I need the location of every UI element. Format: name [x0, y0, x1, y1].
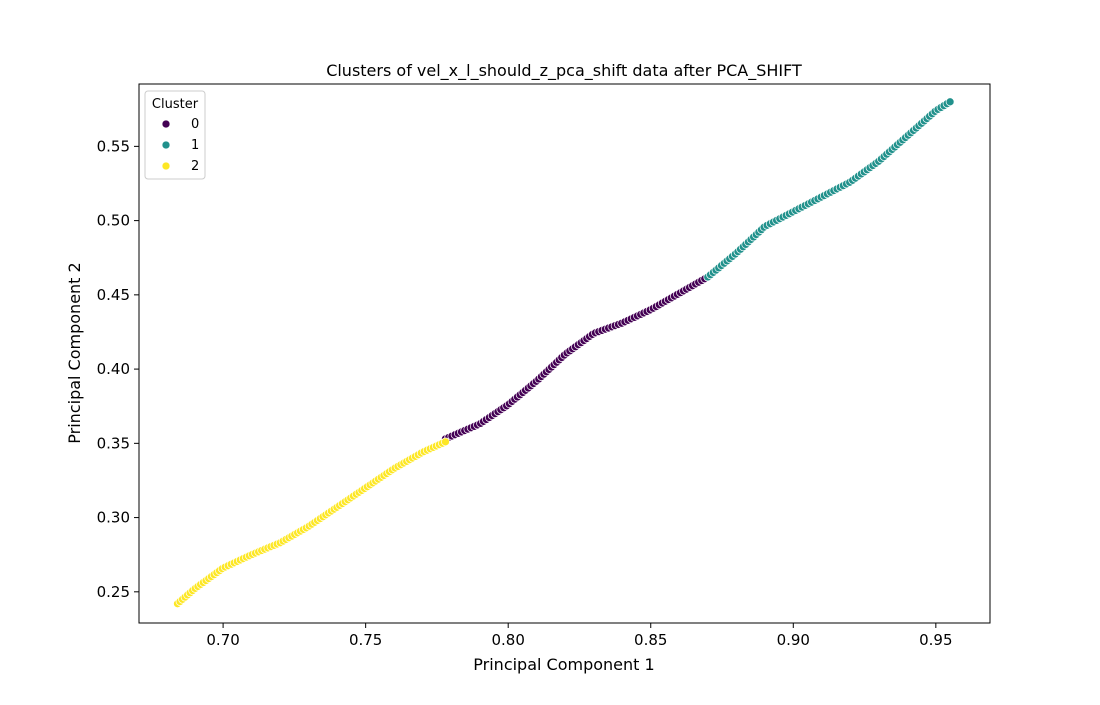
y-tick-label: 0.55: [97, 137, 130, 155]
y-tick-label: 0.25: [97, 583, 130, 601]
legend-marker-2: [161, 161, 171, 171]
legend-title: Cluster: [152, 97, 199, 112]
y-tick-label: 0.50: [97, 212, 130, 230]
points-layer: [173, 97, 955, 609]
y-tick-label: 0.30: [97, 509, 130, 527]
y-tick-label: 0.45: [97, 286, 130, 304]
y-tick-label: 0.35: [97, 434, 130, 452]
data-point-cluster-2: [441, 437, 450, 447]
data-point-cluster-1: [945, 97, 955, 107]
legend-label-1: 1: [191, 138, 199, 153]
chart-title: Clusters of vel_x_l_should_z_pca_shift d…: [326, 61, 802, 81]
x-axis-label: Principal Component 1: [473, 655, 654, 674]
x-tick-label: 0.80: [491, 631, 524, 649]
plot-frame: [138, 83, 991, 624]
x-tick-label: 0.95: [919, 631, 952, 649]
x-tick-label: 0.70: [206, 631, 239, 649]
legend: Cluster 0 1 2: [144, 90, 206, 180]
legend-label-2: 2: [191, 159, 199, 174]
legend-marker-1: [161, 140, 171, 150]
legend-label-0: 0: [191, 117, 199, 132]
legend-marker-0: [161, 119, 171, 129]
y-tick-label: 0.40: [97, 360, 130, 378]
x-tick-label: 0.85: [634, 631, 667, 649]
y-axis-label: Principal Component 2: [65, 262, 84, 443]
x-tick-label: 0.90: [777, 631, 810, 649]
legend-box: [144, 90, 206, 180]
legend-items: 0 1 2: [161, 117, 199, 174]
x-tick-label: 0.75: [349, 631, 382, 649]
ticks-layer: 0.70 0.75 0.80 0.85 0.90 0.95 0.25 0.30 0.35 0.40…: [97, 137, 953, 649]
